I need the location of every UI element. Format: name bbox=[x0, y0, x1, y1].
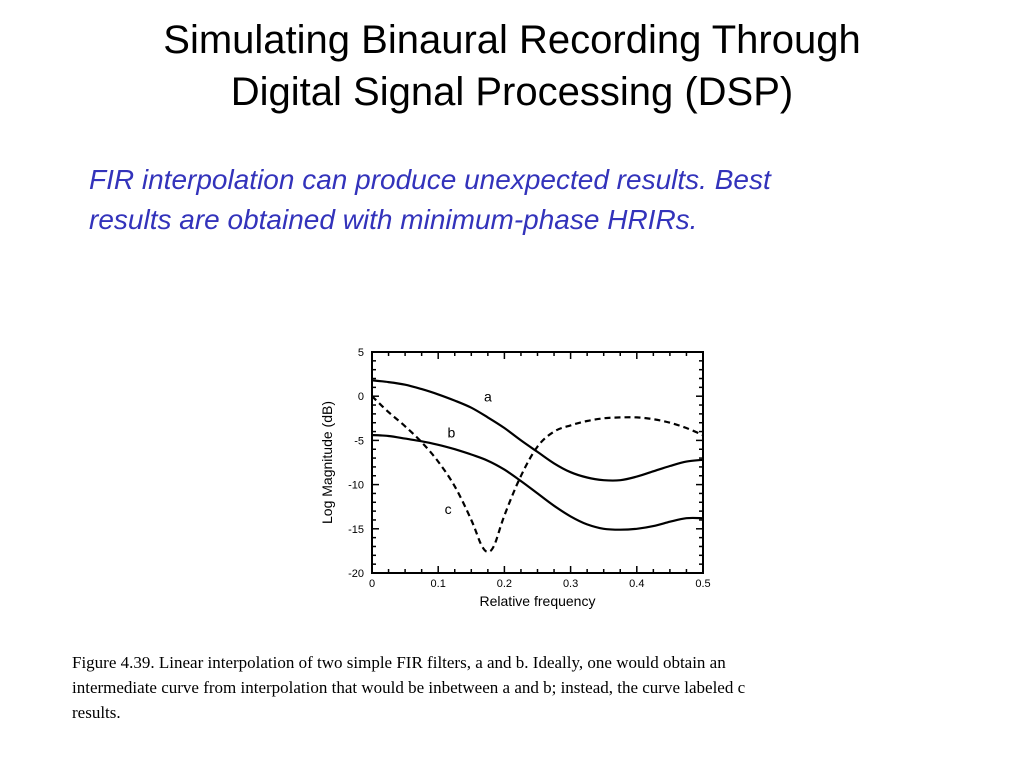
slide-title-line-1: Simulating Binaural Recording Through bbox=[163, 18, 861, 62]
slide-subtitle: FIR interpolation can produce unexpected… bbox=[89, 160, 969, 240]
y-tick-label: -20 bbox=[348, 568, 364, 580]
x-tick-label: 0.5 bbox=[695, 578, 710, 590]
figure-caption: Figure 4.39. Linear interpolation of two… bbox=[72, 650, 962, 725]
magnitude-chart: 0 0.1 0.2 0.3 0.4 0.5 5 0 -5 -10 -15 -20 Relative fr… bbox=[319, 347, 711, 609]
curve-label-b: b bbox=[448, 425, 456, 441]
x-tick-label: 0.1 bbox=[431, 578, 446, 590]
slide-title-line-2: Digital Signal Processing (DSP) bbox=[230, 70, 794, 114]
series-b-line bbox=[371, 434, 704, 531]
x-axis-label: Relative frequency bbox=[480, 593, 596, 609]
y-tick-label: -5 bbox=[354, 435, 364, 447]
slide-title: Simulating Binaural Recording Through Di… bbox=[0, 14, 1024, 118]
subtitle-line-2: results are obtained with minimum-phase … bbox=[89, 204, 698, 235]
y-tick-label: -15 bbox=[348, 524, 364, 536]
series-c-line bbox=[371, 395, 704, 553]
curve-label-a: a bbox=[484, 389, 492, 405]
y-tick-label: 5 bbox=[358, 347, 364, 359]
caption-line-2: intermediate curve from interpolation th… bbox=[72, 678, 746, 697]
plot-frame bbox=[371, 351, 704, 574]
caption-line-3: results. bbox=[72, 703, 121, 722]
subtitle-line-1: FIR interpolation can produce unexpected… bbox=[89, 164, 771, 195]
curve-label-c: c bbox=[445, 501, 452, 517]
y-tick-label: 0 bbox=[358, 391, 364, 403]
y-tick-label: -10 bbox=[348, 480, 364, 492]
series-a-line bbox=[371, 379, 704, 482]
x-tick-label: 0.4 bbox=[629, 578, 644, 590]
x-tick-label: 0.3 bbox=[563, 578, 578, 590]
caption-line-1: Figure 4.39. Linear interpolation of two… bbox=[72, 653, 726, 672]
y-axis-label: Log Magnitude (dB) bbox=[319, 401, 335, 524]
x-tick-label: 0.2 bbox=[497, 578, 512, 590]
x-tick-label: 0 bbox=[369, 578, 375, 590]
